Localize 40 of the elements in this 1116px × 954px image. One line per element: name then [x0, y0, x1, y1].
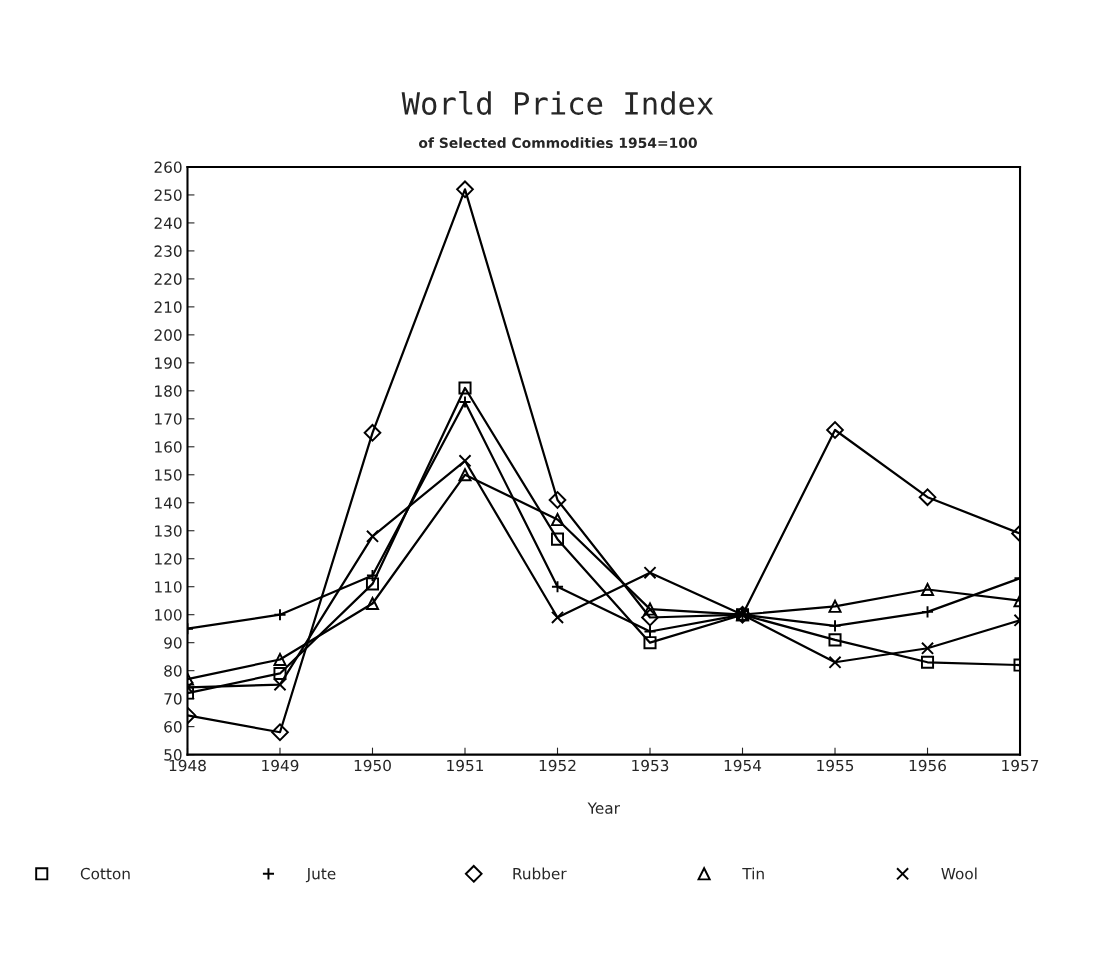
y-tick-label: 150 — [155, 469, 182, 481]
y-tick-label: 100 — [155, 609, 182, 621]
y-tick-label: 130 — [155, 525, 182, 537]
y-tick-label: 70 — [164, 693, 182, 705]
y-tick-label: 140 — [155, 497, 182, 509]
x-tick-label: 1954 — [724, 759, 762, 772]
y-tick-label: 170 — [155, 413, 182, 425]
legend-label: Wool — [941, 867, 977, 880]
x-tick-label: 1955 — [817, 759, 854, 772]
x-tick-label: 1950 — [354, 759, 391, 772]
y-tick-label: 220 — [154, 273, 182, 285]
y-tick-label: 50 — [164, 749, 182, 761]
y-tick-label: 210 — [154, 301, 182, 313]
x-tick-label: 1951 — [447, 759, 484, 772]
x-tick-label: 1957 — [1002, 759, 1039, 772]
legend-label: Jute — [305, 868, 336, 883]
y-tick-label: 200 — [154, 329, 182, 341]
chart-title: World Price Index — [401, 91, 714, 115]
x-tick-label: 1956 — [909, 759, 946, 772]
x-tick-label: 1952 — [539, 759, 576, 772]
y-tick-label: 120 — [155, 553, 182, 565]
y-tick-label: 240 — [154, 217, 182, 229]
legend-label: Tin — [742, 867, 764, 880]
x-axis-title: Year — [587, 802, 620, 814]
y-tick-label: 180 — [155, 385, 182, 397]
y-tick-label: 250 — [154, 189, 182, 201]
y-tick-label: 160 — [155, 441, 182, 453]
y-tick-label: 80 — [164, 665, 182, 677]
y-tick-label: 90 — [164, 637, 182, 649]
y-tick-label: 260 — [154, 161, 182, 173]
chart-subtitle: of Selected Commodities 1954=100 — [418, 137, 697, 149]
y-tick-label: 110 — [155, 581, 182, 593]
x-tick-label: 1949 — [262, 759, 299, 772]
legend-label: Rubber — [513, 867, 567, 880]
x-tick-label: 1953 — [632, 759, 669, 772]
x-tick-label: 1948 — [169, 759, 206, 772]
legend-label: Cotton — [80, 867, 130, 880]
y-tick-label: 230 — [154, 245, 182, 257]
y-tick-label: 60 — [164, 721, 182, 733]
y-tick-label: 190 — [155, 357, 182, 369]
